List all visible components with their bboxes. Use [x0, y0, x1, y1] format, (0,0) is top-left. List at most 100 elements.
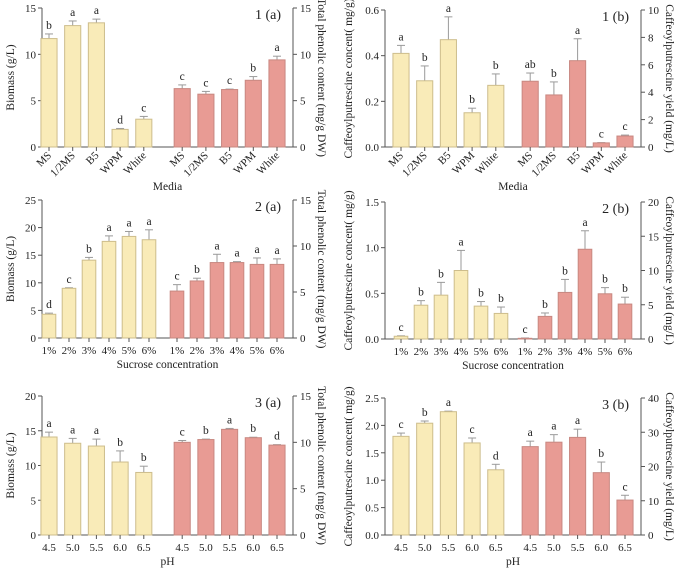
bar-right	[592, 472, 610, 536]
significance-letter: a	[94, 425, 99, 437]
significance-letter: a	[70, 7, 75, 19]
y-tick-label-right: 6	[648, 60, 654, 72]
bar-right	[229, 262, 245, 339]
x-tick-label: 2%	[538, 346, 553, 358]
y-tick-label-right: 5	[300, 96, 306, 108]
y-tick-label-right: 15	[648, 231, 660, 243]
y-tick-label-left: 25	[25, 195, 37, 207]
x-tick-label: 4.5	[394, 542, 408, 554]
y-tick-label-right: 2	[648, 115, 654, 127]
significance-letter: d	[493, 450, 499, 462]
x-tick-label: MS	[34, 150, 54, 170]
y-tick-label-right: 10	[300, 437, 312, 449]
y-tick-label-right: 0	[300, 333, 306, 345]
significance-letter: a	[227, 414, 232, 426]
x-tick-label: MS	[516, 150, 536, 170]
y-tick-label-left: 0	[31, 333, 37, 345]
significance-letter: a	[70, 424, 75, 436]
x-tick-label: White	[255, 150, 283, 178]
y-tick-label-right: 0	[648, 142, 654, 154]
significance-letter: a	[106, 222, 111, 234]
significance-letter: b	[469, 94, 475, 106]
y-tick-label-left: 0.0	[365, 334, 379, 346]
y-tick-label-left: 2.5	[365, 393, 379, 405]
chart-panel-3: 0 5 10 15 20 25 0 5 10 15 d 1% c 2% b 3% a 4% a 5% a 6% c 1% b 2%…	[5, 190, 327, 371]
bar-right	[268, 444, 286, 536]
bar-left	[453, 270, 469, 340]
significance-letter: b	[194, 264, 200, 276]
y-tick-label-right: 10	[300, 241, 312, 253]
y-tick-label-left: 20	[25, 391, 37, 403]
significance-letter: c	[622, 121, 627, 133]
significance-letter: ab	[525, 59, 536, 71]
bar-right	[577, 248, 593, 340]
y-tick-label-left: 1.5	[365, 448, 379, 460]
x-tick-label: 4.5	[175, 542, 189, 554]
x-tick-label: 6.5	[489, 542, 503, 554]
y-tick-label-left: 0	[31, 530, 37, 542]
bar-right	[521, 446, 539, 536]
x-tick-label: 1/2MS	[400, 150, 430, 180]
x-tick-label: 3%	[558, 346, 573, 358]
x-tick-label: 6.0	[465, 542, 479, 554]
y-tick-label-left: 10	[25, 461, 37, 473]
y-tick-label-right: 10	[648, 266, 660, 278]
bar-right	[244, 79, 262, 148]
significance-letter: a	[146, 216, 151, 228]
x-tick-label: 1%	[518, 346, 533, 358]
y-tick-label-right: 10	[648, 5, 660, 17]
y-tick-label-left: 0.5	[365, 288, 379, 300]
significance-letter: b	[602, 274, 608, 286]
x-tick-label: WPM	[579, 149, 606, 176]
significance-letter: b	[478, 288, 484, 300]
significance-letter: b	[141, 452, 147, 464]
y-axis-title-right: Total phenolic content (mg/g DW)	[315, 0, 327, 157]
bar-right	[597, 293, 613, 340]
x-tick-label: 6.5	[137, 542, 151, 554]
bar-left	[487, 469, 505, 536]
bar-left	[439, 39, 457, 148]
x-tick-label: White	[603, 150, 631, 178]
bar-left	[392, 52, 410, 148]
significance-letter: a	[94, 5, 99, 17]
bar-right	[545, 94, 563, 148]
y-tick-label-left: 0.2	[365, 96, 379, 108]
bar-right	[197, 93, 215, 148]
significance-letter: c	[398, 419, 403, 431]
x-tick-label: B5	[565, 149, 583, 167]
bar-right	[268, 59, 286, 148]
significance-letter: c	[174, 271, 179, 283]
x-tick-label: 4%	[454, 346, 469, 358]
x-tick-label: 5.5	[571, 542, 585, 554]
bar-right	[249, 263, 265, 339]
y-axis-title-left: Biomass (g/L)	[5, 44, 17, 110]
significance-letter: b	[422, 52, 428, 64]
significance-letter: a	[234, 248, 239, 260]
bar-left	[413, 304, 429, 340]
x-tick-label: 5.5	[223, 542, 237, 554]
y-tick-label-left: 1.0	[365, 243, 379, 255]
x-tick-label: White	[473, 150, 501, 178]
y-tick-label-left: 0	[31, 142, 37, 154]
x-axis-title: Sucrose concentration	[462, 360, 564, 372]
y-tick-label-right: 10	[300, 49, 312, 61]
x-tick-label: 5.0	[66, 542, 80, 554]
significance-letter: a	[254, 244, 259, 256]
y-tick-label-left: 10	[25, 278, 37, 290]
y-tick-label-right: 15	[300, 391, 312, 403]
significance-letter: c	[227, 75, 232, 87]
bar-left	[61, 287, 77, 339]
x-tick-label: 1%	[42, 345, 57, 357]
significance-letter: b	[622, 283, 628, 295]
bar-right	[173, 88, 191, 148]
significance-letter: c	[66, 274, 71, 286]
x-tick-label: 6.5	[270, 542, 284, 554]
x-tick-label: 3%	[82, 345, 97, 357]
significance-letter: c	[470, 424, 475, 436]
x-tick-label: 6%	[142, 345, 157, 357]
x-tick-label: 3%	[434, 346, 449, 358]
bar-left	[111, 128, 129, 148]
bar-left	[101, 240, 117, 339]
x-tick-label: MS	[386, 150, 406, 170]
y-tick-label-right: 8	[648, 32, 654, 44]
